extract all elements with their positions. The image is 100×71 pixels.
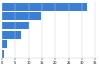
Bar — [2, 31, 21, 39]
Bar — [2, 50, 4, 58]
Bar — [2, 40, 7, 48]
Bar — [2, 12, 41, 20]
Bar — [2, 22, 29, 29]
Bar — [2, 3, 87, 11]
